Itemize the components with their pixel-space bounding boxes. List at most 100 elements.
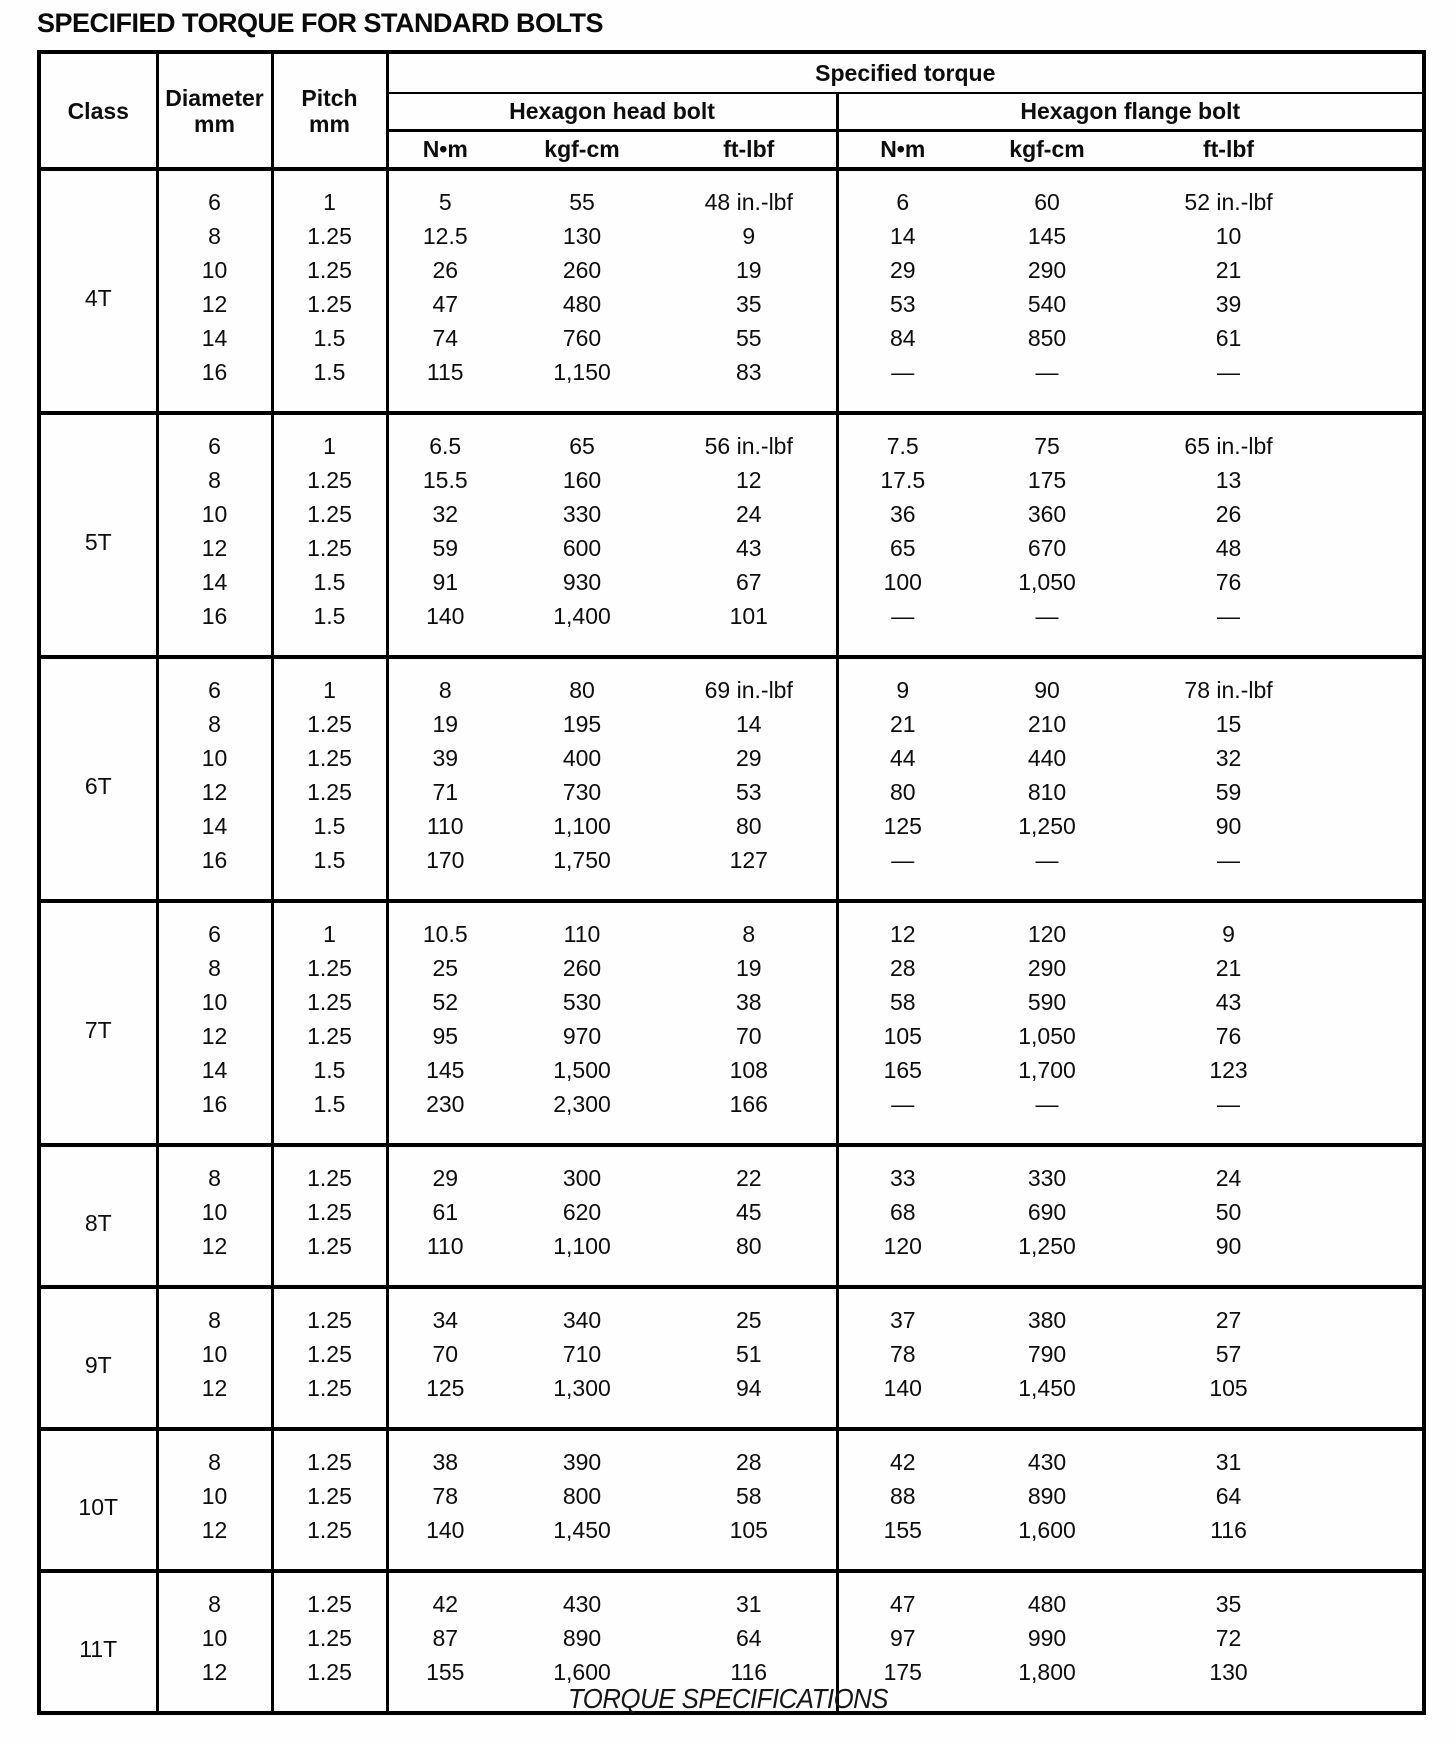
flange-kgfcm-cell: 690: [1027, 1199, 1067, 1225]
head-ftlbf-cell: 25: [662, 1285, 839, 1337]
head-kgfcm-cell: 1,100: [553, 1233, 611, 1259]
pitch-cell: 1.25: [272, 741, 389, 775]
torque-spec-table: Class Diameter mm Pitch mm Specified tor…: [37, 50, 1427, 1715]
flange-nm-unit-header: N•m: [880, 136, 926, 162]
flange-ftlbf-cell: 35: [1127, 1569, 1425, 1621]
header-row-1: Class Diameter mm Pitch mm Specified tor…: [39, 52, 1425, 169]
pitch-cell: 1.5: [272, 565, 389, 599]
head-kgfcm-cell: 710: [562, 1341, 602, 1367]
head-ftlbf-cell: 70: [662, 1019, 839, 1053]
flange-kgfcm-cell: 890: [1027, 1483, 1067, 1509]
head-kgfcm-cell: 730: [562, 779, 602, 805]
head-ftlbf-cell: 56 in.-lbf: [662, 411, 839, 463]
pitch-cell: 1: [272, 167, 389, 219]
head-ftlbf-cell: 19: [662, 951, 839, 985]
flange-kgfcm-cell: 850: [1027, 325, 1067, 351]
pitch-cell: 1: [272, 899, 389, 951]
head-nm-cell: 5: [387, 167, 502, 219]
diameter-cell: 10: [157, 1621, 274, 1655]
pitch-cell: 1.25: [272, 1229, 389, 1287]
pitch-cell: 1.25: [272, 951, 389, 985]
header-row-units: N•m kgf-cm ft-lbf N•m kgf-cm ft-lbf: [39, 130, 1424, 169]
pitch-cell: 1.25: [272, 1621, 389, 1655]
flange-kgfcm-cell: 145: [1027, 223, 1067, 249]
head-ftlbf-cell: 12: [662, 463, 839, 497]
head-kgfcm-cell: 260: [562, 955, 602, 981]
diameter-cell: 6: [157, 167, 274, 219]
pitch-cell: 1: [272, 411, 389, 463]
flange-ftlbf-cell: 65 in.-lbf: [1127, 411, 1425, 463]
head-ftlbf-cell: 22: [662, 1143, 839, 1195]
diameter-cell: 12: [157, 531, 274, 565]
pitch-cell: 1.25: [272, 1513, 389, 1571]
pitch-cell: 1.5: [272, 321, 389, 355]
table-row: 12 1.25 140 1,450 105 155 1,600 116: [39, 1513, 1424, 1571]
head-nm-cell: 110: [426, 1233, 464, 1259]
flange-nm-cell: 84: [889, 325, 916, 351]
flange-ftlbf-cell: —: [1217, 1091, 1241, 1117]
pitch-cell: 1.5: [272, 843, 389, 901]
table-row: 12 1.25 47 480 35 53 540 39: [39, 287, 1424, 321]
head-kgfcm-cell: 65: [502, 411, 662, 463]
head-kgfcm-cell: 1,300: [553, 1375, 611, 1401]
specified-torque-header: Specified torque: [387, 52, 1425, 94]
head-kgfcm-cell: 340: [502, 1285, 662, 1337]
flange-nm-cell: 6: [837, 167, 967, 219]
flange-kgfcm-cell: 1,050: [1018, 1023, 1076, 1049]
head-kgfcm-cell: 620: [562, 1199, 602, 1225]
table-row: 10 1.25 52 530 38 58 590 43: [39, 985, 1424, 1019]
head-nm-cell: 8: [387, 655, 502, 707]
flange-nm-cell: 36: [889, 501, 916, 527]
head-ftlbf-unit-header: ft-lbf: [662, 130, 839, 169]
flange-ftlbf-cell: 78 in.-lbf: [1127, 655, 1425, 707]
head-nm-cell: 26: [432, 257, 459, 283]
class-cell: 9T: [39, 1285, 159, 1429]
head-kgfcm-cell: 930: [562, 569, 602, 595]
head-ftlbf-cell: 9: [662, 219, 839, 253]
head-nm-cell: 29: [387, 1143, 502, 1195]
table-header: Class Diameter mm Pitch mm Specified tor…: [39, 52, 1425, 169]
flange-nm-cell: 29: [889, 257, 916, 283]
flange-nm-cell: 80: [889, 779, 916, 805]
pitch-cell: 1.25: [272, 1569, 389, 1621]
head-nm-cell: 47: [432, 291, 459, 317]
head-kgfcm-cell: 600: [562, 535, 602, 561]
flange-ftlbf-cell: 21: [1215, 955, 1242, 981]
flange-nm-cell: 17.5: [880, 467, 926, 493]
flange-ftlbf-cell: 15: [1215, 711, 1242, 737]
head-kgfcm-cell: 530: [562, 989, 602, 1015]
class-cell: 6T: [39, 655, 159, 901]
table-row: 10 1.25 32 330 24 36 360 26: [39, 497, 1424, 531]
diameter-cell: 10: [157, 1337, 274, 1371]
head-ftlbf-cell: 67: [662, 565, 839, 599]
pitch-cell: 1.25: [272, 1143, 389, 1195]
head-ftlbf-cell: 48 in.-lbf: [662, 167, 839, 219]
head-ftlbf-cell: 58: [662, 1479, 839, 1513]
head-kgfcm-cell: 80: [502, 655, 662, 707]
flange-nm-cell: 47: [837, 1569, 967, 1621]
table-row: 12 1.25 110 1,100 80 120 1,250 90: [39, 1229, 1424, 1287]
flange-kgfcm-cell: 430: [967, 1427, 1127, 1479]
pitch-cell: 1.25: [272, 985, 389, 1019]
flange-ftlbf-cell: —: [1217, 847, 1241, 873]
head-ftlbf-cell: 24: [662, 497, 839, 531]
head-ftlbf-cell: 166: [662, 1087, 839, 1145]
head-ftlbf-cell: 53: [662, 775, 839, 809]
head-kgfcm-unit-header: kgf-cm: [544, 136, 620, 162]
head-kgfcm-cell: 430: [502, 1569, 662, 1621]
flange-kgfcm-cell: 1,450: [1018, 1375, 1076, 1401]
table-row: 14 1.5 145 1,500 108 165 1,700 123: [39, 1053, 1424, 1087]
table-row: 5T 6 1 6.5 65 56 in.-lbf 7.5 75 65 in.-lbf: [39, 411, 1425, 657]
class-cell: 8T: [39, 1143, 159, 1287]
diameter-column-header: Diameter mm: [157, 52, 274, 169]
flange-kgfcm-cell: 480: [967, 1569, 1127, 1621]
table-row: 12 1.25 95 970 70 105 1,050 76: [39, 1019, 1424, 1053]
head-kgfcm-cell: 1,500: [553, 1057, 611, 1083]
flange-ftlbf-cell: 105: [1209, 1375, 1248, 1401]
diameter-cell: 12: [157, 1229, 274, 1287]
flange-kgfcm-cell: —: [1035, 359, 1059, 385]
flange-nm-cell: 105: [883, 1023, 922, 1049]
head-ftlbf-cell: 94: [662, 1371, 839, 1429]
head-kgfcm-cell: 1,100: [553, 813, 611, 839]
pitch-cell: 1.25: [272, 1371, 389, 1429]
